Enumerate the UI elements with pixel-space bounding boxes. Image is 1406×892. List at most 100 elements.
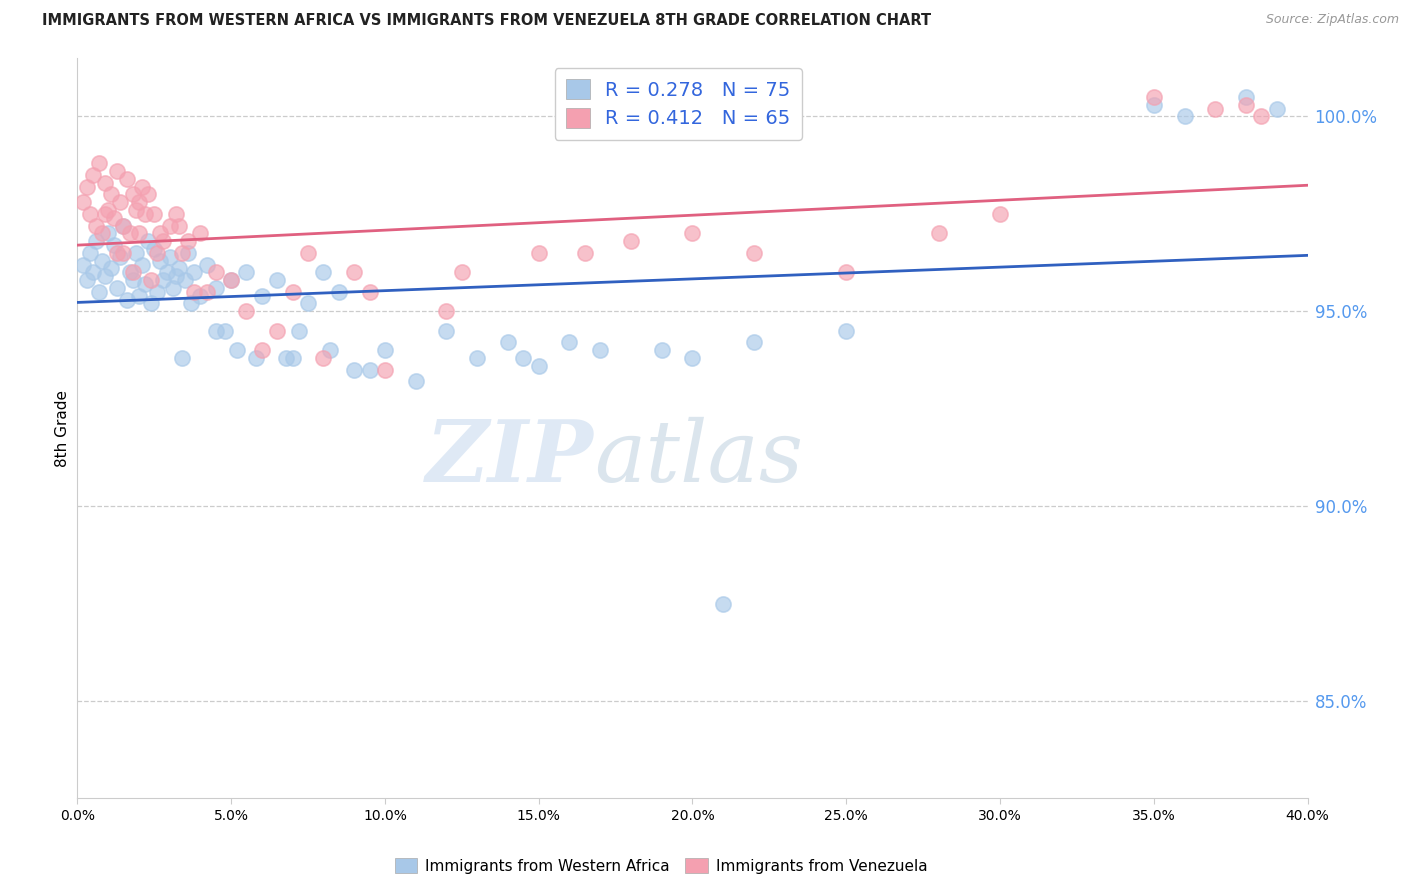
Immigrants from Western Africa [190,288,212,302]
Immigrants from Western Africa [79,245,101,260]
Immigrants from Western Africa [245,351,267,365]
Immigrants from Western Africa [84,234,107,248]
Immigrants from Venezuela [87,156,110,170]
Immigrants from Venezuela [121,187,143,202]
Immigrants from Venezuela [149,227,172,241]
Immigrants from Venezuela [146,245,169,260]
Immigrants from Western Africa [558,335,581,350]
Immigrants from Venezuela [436,304,458,318]
Immigrants from Venezuela [159,219,181,233]
Immigrants from Venezuela [103,211,125,225]
Immigrants from Western Africa [742,335,765,350]
Immigrants from Venezuela [297,245,319,260]
Immigrants from Venezuela [450,265,472,279]
Immigrants from Venezuela [374,362,396,376]
Immigrants from Western Africa [183,265,205,279]
Immigrants from Venezuela [97,202,120,217]
Immigrants from Venezuela [204,265,226,279]
Immigrants from Western Africa [177,245,200,260]
Immigrants from Venezuela [134,207,156,221]
Immigrants from Western Africa [162,281,184,295]
Immigrants from Western Africa [204,324,226,338]
Immigrants from Venezuela [90,227,114,241]
Text: Source: ZipAtlas.com: Source: ZipAtlas.com [1265,13,1399,27]
Immigrants from Venezuela [170,245,193,260]
Immigrants from Venezuela [359,285,381,299]
Immigrants from Venezuela [152,234,174,248]
Immigrants from Venezuela [143,207,166,221]
Immigrants from Western Africa [146,285,169,299]
Immigrants from Western Africa [159,250,181,264]
Immigrants from Western Africa [121,273,143,287]
Immigrants from Western Africa [76,273,98,287]
Immigrants from Western Africa [312,265,335,279]
Immigrants from Venezuela [79,207,101,221]
Immigrants from Venezuela [76,179,98,194]
Immigrants from Western Africa [155,265,177,279]
Immigrants from Western Africa [94,269,117,284]
Immigrants from Western Africa [235,265,257,279]
Immigrants from Western Africa [226,343,249,358]
Immigrants from Venezuela [1143,90,1166,104]
Immigrants from Western Africa [527,359,550,373]
Immigrants from Venezuela [112,245,135,260]
Immigrants from Western Africa [131,258,153,272]
Immigrants from Venezuela [167,219,190,233]
Immigrants from Venezuela [125,202,148,217]
Immigrants from Venezuela [266,324,288,338]
Immigrants from Western Africa [214,324,236,338]
Immigrants from Venezuela [72,195,94,210]
Immigrants from Western Africa [112,219,135,233]
Immigrants from Western Africa [115,293,138,307]
Immigrants from Venezuela [177,234,200,248]
Immigrants from Western Africa [134,277,156,291]
Immigrants from Western Africa [512,351,534,365]
Immigrants from Western Africa [118,265,141,279]
Immigrants from Venezuela [835,265,858,279]
Immigrants from Venezuela [343,265,366,279]
Immigrants from Western Africa [143,242,166,256]
Immigrants from Venezuela [190,227,212,241]
Immigrants from Western Africa [125,245,148,260]
Immigrants from Western Africa [465,351,488,365]
Immigrants from Venezuela [94,176,117,190]
Immigrants from Western Africa [1143,97,1166,112]
Immigrants from Venezuela [527,245,550,260]
Immigrants from Venezuela [141,273,163,287]
Immigrants from Western Africa [174,273,197,287]
Immigrants from Western Africa [1174,110,1197,124]
Immigrants from Venezuela [112,219,135,233]
Immigrants from Western Africa [496,335,519,350]
Immigrants from Western Africa [204,281,226,295]
Text: IMMIGRANTS FROM WESTERN AFRICA VS IMMIGRANTS FROM VENEZUELA 8TH GRADE CORRELATIO: IMMIGRANTS FROM WESTERN AFRICA VS IMMIGR… [42,13,931,29]
Immigrants from Venezuela [312,351,335,365]
Y-axis label: 8th Grade: 8th Grade [55,390,70,467]
Immigrants from Venezuela [235,304,257,318]
Text: atlas: atlas [595,417,803,500]
Immigrants from Western Africa [141,296,163,310]
Immigrants from Western Africa [288,324,311,338]
Immigrants from Western Africa [436,324,458,338]
Immigrants from Venezuela [105,164,128,178]
Immigrants from Western Africa [651,343,673,358]
Immigrants from Western Africa [1265,102,1288,116]
Immigrants from Venezuela [84,219,107,233]
Immigrants from Venezuela [620,234,643,248]
Immigrants from Western Africa [1234,90,1257,104]
Immigrants from Western Africa [180,296,202,310]
Immigrants from Western Africa [281,351,304,365]
Immigrants from Western Africa [276,351,298,365]
Immigrants from Venezuela [94,207,117,221]
Immigrants from Western Africa [195,258,218,272]
Immigrants from Venezuela [82,168,104,182]
Immigrants from Western Africa [835,324,858,338]
Immigrants from Western Africa [682,351,704,365]
Immigrants from Western Africa [90,253,114,268]
Immigrants from Western Africa [297,296,319,310]
Immigrants from Western Africa [165,269,187,284]
Immigrants from Western Africa [100,261,122,276]
Immigrants from Venezuela [105,245,128,260]
Immigrants from Venezuela [110,195,132,210]
Immigrants from Venezuela [183,285,205,299]
Immigrants from Venezuela [988,207,1011,221]
